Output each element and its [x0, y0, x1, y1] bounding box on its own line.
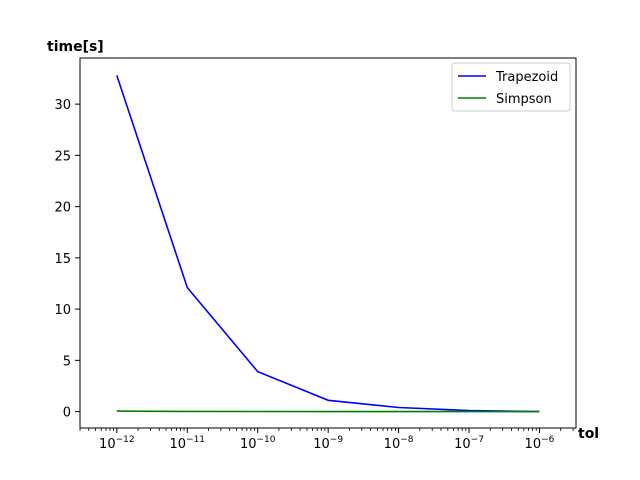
legend: Trapezoid Simpson — [451, 62, 571, 112]
series-line-simpson — [116, 410, 540, 413]
legend-box — [451, 62, 571, 112]
x-axis-label: tol — [578, 426, 599, 442]
x-tick-label: 10−10 — [240, 435, 276, 452]
x-tick-label: 10−9 — [313, 435, 343, 452]
series-line-trapezoid — [116, 75, 540, 413]
x-tick-label: 10−6 — [525, 435, 555, 452]
y-tick-label: 20 — [54, 201, 71, 216]
legend-entry: Trapezoid — [495, 70, 558, 85]
x-axis-ticks: 10−12 10−11 10−10 10−9 10−8 10−7 10−6 — [79, 428, 574, 452]
y-tick-label: 0 — [63, 406, 71, 421]
y-tick-label: 25 — [54, 149, 71, 164]
y-axis-label: time[s] — [47, 39, 104, 55]
series-layer — [116, 75, 540, 413]
x-tick-label: 10−7 — [454, 435, 484, 452]
x-tick-label: 10−11 — [169, 435, 205, 452]
axes-border — [79, 57, 577, 429]
y-tick-label: 5 — [63, 354, 71, 369]
axes-frame — [79, 57, 577, 429]
x-tick-label: 10−8 — [384, 435, 414, 452]
legend-entry: Simpson — [496, 92, 552, 107]
x-tick-label: 10−12 — [99, 435, 135, 452]
y-tick-label: 15 — [54, 252, 71, 267]
y-tick-label: 10 — [54, 303, 71, 318]
y-tick-label: 30 — [54, 98, 71, 113]
y-axis-ticks: 0 5 10 15 20 25 30 — [54, 98, 80, 421]
